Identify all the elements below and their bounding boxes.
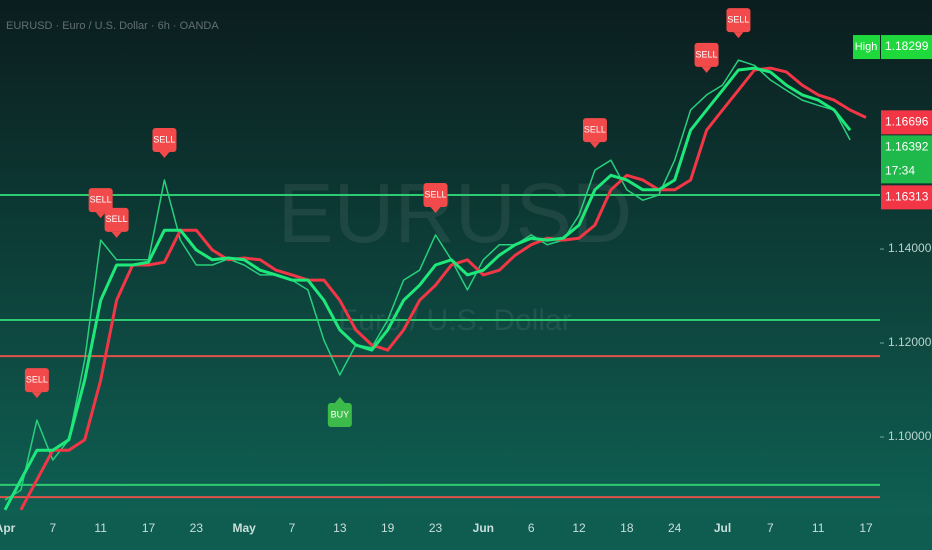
x-tick-label: Jun	[473, 521, 494, 535]
y-tick-label: 1.14000	[888, 241, 932, 255]
signal: SELL	[24, 368, 49, 399]
x-tick-label: May	[232, 521, 256, 535]
signal-pointer	[95, 212, 106, 219]
signal-pointer	[111, 231, 122, 238]
price-label-name: High	[855, 41, 878, 53]
series-line	[4, 59, 851, 501]
x-tick-label: 23	[190, 521, 204, 535]
price-label: 1.18299	[885, 39, 929, 53]
signal-box	[24, 368, 49, 393]
signal-label: SELL	[584, 124, 606, 134]
x-tick-label: 17	[859, 521, 873, 535]
x-tick-label: 11	[812, 521, 825, 535]
signal-label: BUY	[331, 409, 350, 419]
signal-pointer	[733, 32, 744, 39]
x-tick-label: 24	[668, 521, 682, 535]
price-label-box	[881, 110, 932, 135]
signal: SELL	[582, 118, 607, 149]
x-tick-label: 18	[620, 521, 634, 535]
signal-label: SELL	[153, 134, 175, 144]
signal: BUY	[327, 396, 352, 427]
signal-label: SELL	[26, 374, 48, 384]
signal-pointer	[589, 142, 600, 149]
watermark-symbol: EURUSD	[278, 166, 633, 260]
price-label-box	[881, 35, 932, 60]
price-label-name-box	[853, 35, 880, 60]
signal-pointer	[334, 396, 345, 403]
signal-pointer	[31, 392, 42, 399]
signal: SELL	[423, 182, 448, 213]
price-label-box	[881, 135, 932, 184]
x-tick-label: 7	[289, 521, 296, 535]
x-tick-label: 11	[94, 521, 107, 535]
x-tick-label: 23	[429, 521, 443, 535]
x-tick-label: 12	[572, 521, 586, 535]
countdown: 17:34	[885, 164, 915, 178]
price-label: 1.16392	[885, 140, 929, 154]
signal-box	[152, 127, 177, 152]
y-tick-label: 1.10000	[888, 429, 932, 443]
signal-label: SELL	[106, 214, 128, 224]
signal-box	[694, 42, 719, 67]
series-line	[19, 66, 867, 511]
signal-pointer	[159, 151, 170, 158]
signal: SELL	[726, 8, 751, 39]
signal: SELL	[694, 42, 719, 73]
x-tick-label: 13	[333, 521, 347, 535]
signal-box	[582, 118, 607, 143]
x-tick-label: 19	[381, 521, 395, 535]
signal-label: SELL	[90, 194, 112, 204]
signal: SELL	[88, 188, 113, 219]
series-line	[3, 66, 852, 511]
chart-title: EURUSD · Euro / U.S. Dollar · 6h · OANDA	[6, 20, 219, 32]
x-tick-label: Apr	[0, 521, 16, 535]
signal-pointer	[430, 206, 441, 213]
x-tick-label: 17	[142, 521, 156, 535]
signal-pointer	[701, 66, 712, 73]
x-tick-label: 6	[528, 521, 535, 535]
signal-box	[327, 402, 352, 427]
signal: SELL	[152, 127, 177, 158]
price-label-box	[881, 185, 932, 210]
signal-box	[88, 188, 113, 213]
x-tick-label: 7	[49, 521, 56, 535]
price-label: 1.16696	[885, 115, 929, 129]
signal-box	[423, 182, 448, 207]
signal-label: SELL	[696, 49, 718, 59]
x-tick-label: Jul	[714, 521, 731, 535]
signal-label: SELL	[424, 189, 446, 199]
signal: SELL	[104, 207, 129, 238]
signal-box	[104, 207, 129, 232]
price-label: 1.16313	[885, 190, 929, 204]
x-tick-label: 7	[767, 521, 774, 535]
y-tick-label: 1.12000	[888, 335, 932, 349]
signal-label: SELL	[727, 15, 749, 25]
x-axis-band	[0, 515, 932, 550]
signal-box	[726, 8, 751, 33]
